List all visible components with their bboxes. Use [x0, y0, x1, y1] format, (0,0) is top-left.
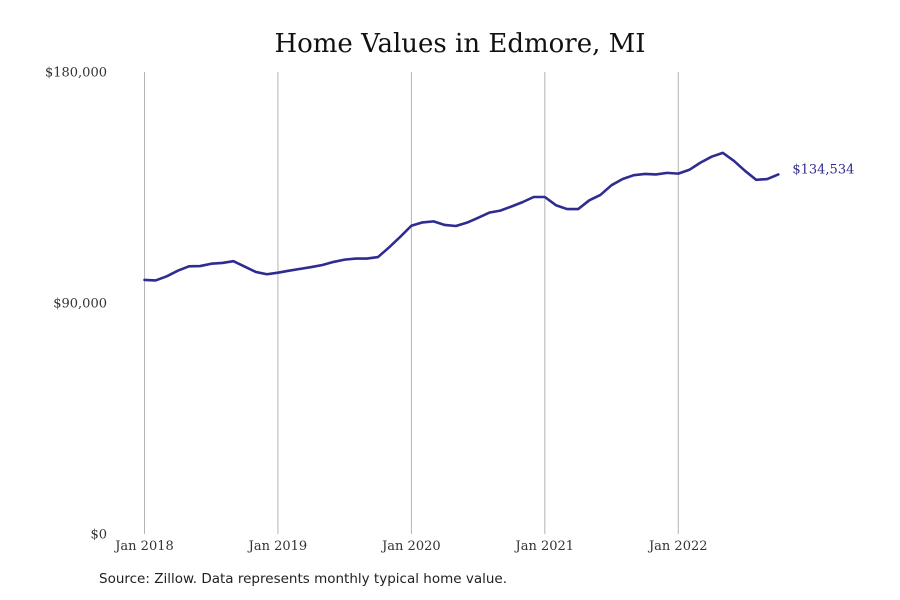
chart-title: Home Values in Edmore, MI	[274, 29, 645, 59]
x-tick-label: Jan 2019	[247, 539, 308, 554]
x-tick-label: Jan 2018	[113, 539, 174, 554]
x-tick-label: Jan 2022	[647, 539, 708, 554]
y-tick-label: $180,000	[45, 66, 107, 81]
x-tick-label: Jan 2020	[380, 539, 441, 554]
x-tick-label: Jan 2021	[514, 539, 575, 554]
y-axis-ticks: $0 $90,000 $180,000	[45, 66, 107, 543]
x-gridlines	[144, 72, 679, 534]
x-axis-ticks: Jan 2018 Jan 2019 Jan 2020 Jan 2021 Jan 2022	[113, 539, 707, 554]
series-line-home-value	[143, 151, 780, 282]
y-tick-label: $0	[90, 528, 107, 543]
source-note: Source: Zillow. Data represents monthly …	[99, 571, 507, 587]
y-tick-label: $90,000	[53, 297, 107, 312]
end-value-label: $134,534	[792, 162, 854, 177]
